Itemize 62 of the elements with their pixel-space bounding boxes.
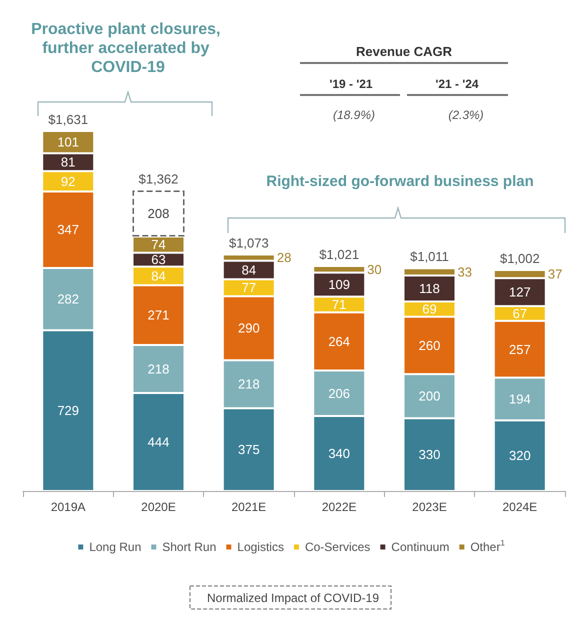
data-label: 206 <box>328 386 350 401</box>
data-label: 200 <box>418 388 440 404</box>
data-label: 218 <box>238 376 260 392</box>
data-label: 375 <box>238 442 260 458</box>
data-label: 444 <box>148 434 170 450</box>
text: (18.9%) <box>332 108 376 122</box>
data-label: 92 <box>60 174 76 189</box>
data-label: 77 <box>242 280 256 296</box>
data-label: 271 <box>148 308 170 323</box>
text: (2.3%) <box>448 108 484 122</box>
data-label: 33 <box>458 264 472 280</box>
data-label: 347 <box>57 222 80 238</box>
legend-label: Co-Services <box>304 540 370 554</box>
data-label: 340 <box>328 446 350 461</box>
data-label: 109 <box>328 277 350 292</box>
data-label: 69 <box>422 302 437 317</box>
data-label: 729 <box>57 403 80 418</box>
annotation: Right-sized go-forward business plan <box>266 173 534 190</box>
data-label: 84 <box>151 268 166 284</box>
text: Revenue CAGR <box>356 44 453 59</box>
legend-label: Short Run <box>162 540 216 554</box>
data-label: 101 <box>57 134 80 150</box>
data-label: 74 <box>151 237 166 252</box>
data-label: 290 <box>238 320 260 336</box>
legend-label: Long Run <box>89 540 142 554</box>
data-label: 208 <box>148 206 170 221</box>
text: '21 - '24 <box>435 77 479 91</box>
data-label: 67 <box>512 306 528 322</box>
data-label: 264 <box>328 334 350 349</box>
data-label: 320 <box>508 448 531 464</box>
data-label: 71 <box>332 296 346 312</box>
total-label: $1,362 <box>138 172 178 187</box>
total-label: $1,631 <box>48 112 88 127</box>
x-tick-label: 2020E <box>141 500 176 514</box>
data-label: 330 <box>418 447 440 462</box>
data-label: 84 <box>242 262 256 278</box>
data-label: 63 <box>151 252 166 268</box>
legend-label: Logistics <box>237 540 284 554</box>
total-label: $1,073 <box>228 236 269 251</box>
text: '19 - '21 <box>329 77 373 91</box>
text: Normalized Impact of COVID-19 <box>206 591 380 605</box>
data-label: 282 <box>57 292 80 307</box>
x-tick-label: 2021E <box>231 500 266 514</box>
data-label: 37 <box>548 266 562 282</box>
x-tick-label: 2024E <box>502 500 538 514</box>
data-label: 257 <box>508 342 531 357</box>
x-tick-label: 2022E <box>322 500 357 514</box>
text: Proactive plant closures, further accelerated by COVID-19 <box>31 21 225 76</box>
data-label: 28 <box>276 250 292 266</box>
total-label: $1,011 <box>410 249 449 264</box>
data-label: 127 <box>508 284 531 300</box>
x-tick-label: 2019A <box>50 500 86 514</box>
legend-label: Continuum <box>391 540 450 554</box>
total-label: $1,002 <box>500 250 540 266</box>
data-label: 30 <box>367 262 382 277</box>
data-label: 81 <box>60 154 76 170</box>
data-label: 260 <box>418 338 440 353</box>
data-label: 194 <box>508 392 531 407</box>
data-label: 118 <box>419 281 440 296</box>
total-label: $1,021 <box>319 247 360 262</box>
x-tick-label: 2023E <box>412 500 447 514</box>
data-label: 218 <box>148 362 170 377</box>
